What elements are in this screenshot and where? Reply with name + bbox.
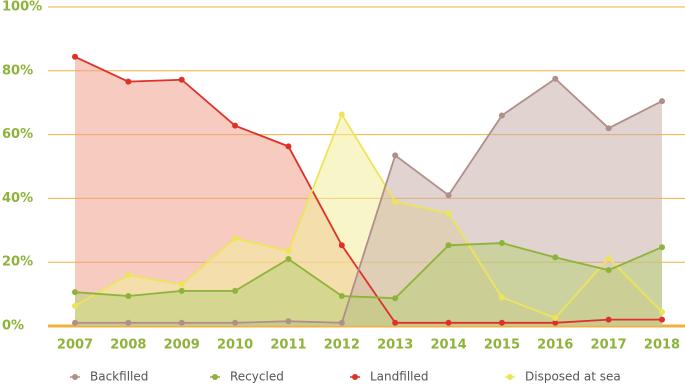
point	[445, 319, 452, 326]
point	[605, 267, 612, 274]
point	[338, 319, 345, 326]
point	[552, 254, 559, 261]
point	[72, 319, 78, 326]
point	[659, 316, 665, 323]
x-tick-label: 2018	[644, 338, 680, 353]
point	[232, 287, 239, 294]
point	[605, 255, 612, 262]
x-tick-label: 2015	[484, 338, 520, 353]
point	[392, 152, 399, 159]
y-tick-label: 100%	[2, 0, 42, 15]
area-fill	[75, 114, 662, 327]
x-tick-label: 2012	[324, 338, 360, 353]
point	[338, 293, 345, 300]
point	[498, 319, 505, 326]
point	[338, 242, 345, 249]
y-tick-label: 20%	[2, 255, 33, 270]
point	[125, 271, 132, 278]
point	[445, 242, 452, 249]
point	[232, 235, 239, 242]
point	[552, 75, 559, 82]
legend-marker	[212, 374, 218, 380]
x-tick-label: 2007	[57, 338, 93, 353]
point	[178, 76, 185, 83]
point	[232, 122, 239, 129]
point	[285, 248, 292, 255]
y-tick-label: 80%	[2, 63, 33, 78]
x-tick-label: 2011	[270, 338, 306, 353]
legend-marker	[352, 374, 358, 380]
legend-label: Backfilled	[90, 370, 148, 384]
point	[125, 319, 132, 326]
point	[498, 240, 505, 247]
area-fill	[75, 243, 662, 326]
point	[498, 294, 505, 301]
x-tick-label: 2017	[591, 338, 627, 353]
series-line	[74, 55, 662, 324]
x-tick-label: 2009	[164, 338, 200, 353]
x-tick-label: 2014	[430, 338, 466, 353]
point	[659, 308, 665, 315]
point	[605, 316, 612, 323]
point	[232, 319, 239, 326]
y-tick-label: 40%	[2, 191, 33, 206]
point	[605, 125, 612, 132]
legend-label: Landfilled	[370, 370, 429, 384]
point	[392, 295, 399, 302]
series-line	[75, 77, 663, 324]
point	[178, 281, 185, 288]
series-line	[74, 242, 663, 300]
point	[72, 53, 78, 60]
x-tick-label: 2013	[377, 338, 413, 353]
legend-marker	[72, 374, 78, 380]
point	[125, 293, 132, 300]
point	[178, 287, 185, 294]
point	[392, 319, 399, 326]
x-tick-label: 2008	[110, 338, 146, 353]
point	[125, 78, 132, 85]
point	[72, 302, 78, 309]
y-tick-label: 0%	[2, 319, 24, 334]
point	[445, 210, 452, 217]
point	[659, 244, 665, 251]
series-line	[74, 112, 663, 320]
point	[338, 111, 345, 118]
point	[285, 256, 292, 263]
y-tick-label: 60%	[2, 127, 33, 142]
legend-label: Disposed at sea	[525, 370, 621, 384]
point	[178, 319, 185, 326]
legend-label: Recycled	[230, 370, 284, 384]
point	[72, 289, 78, 296]
point	[498, 112, 505, 119]
point	[659, 98, 665, 105]
x-tick-label: 2016	[537, 338, 573, 353]
point	[285, 143, 292, 150]
legend-marker	[507, 374, 513, 380]
point	[285, 318, 292, 325]
x-tick-label: 2010	[217, 338, 253, 353]
point	[392, 198, 399, 205]
point	[552, 315, 559, 322]
point	[445, 192, 452, 199]
point	[552, 319, 559, 326]
